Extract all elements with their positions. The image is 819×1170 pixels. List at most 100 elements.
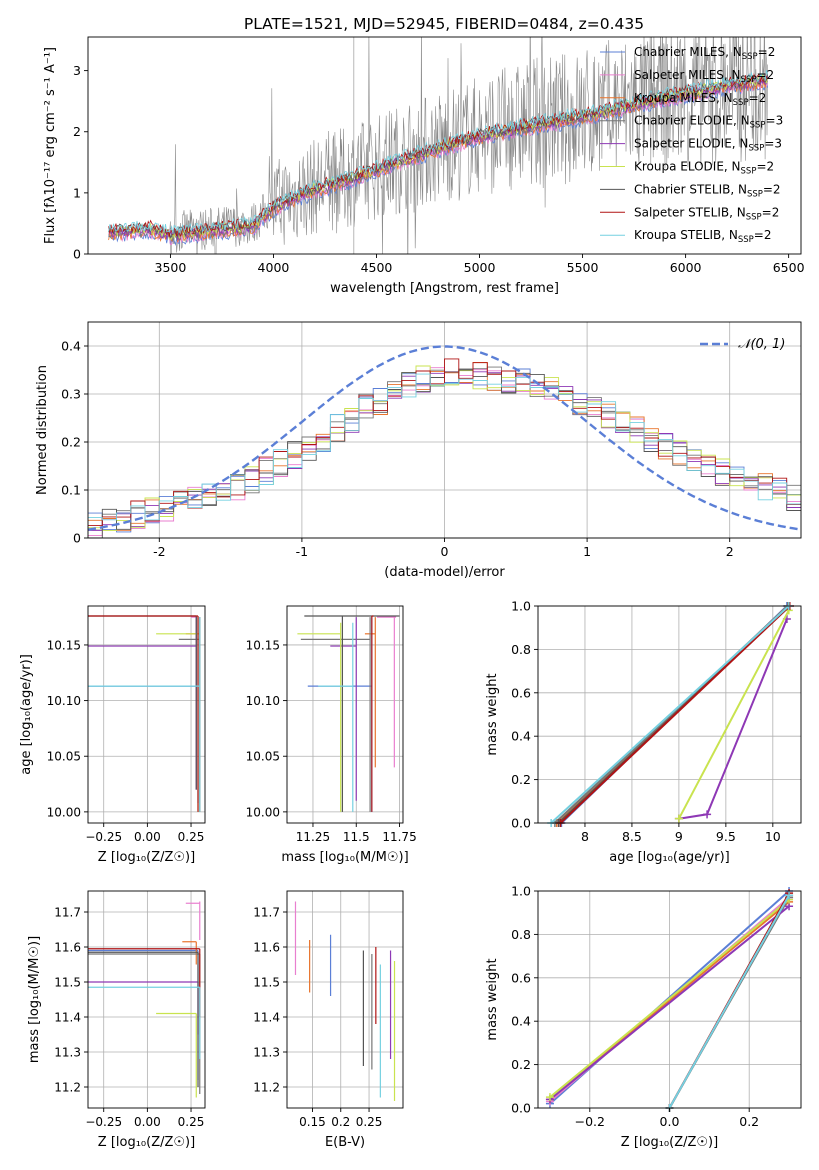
y-tick-label: 0.8: [511, 927, 531, 942]
x-axis-label: wavelength [Angstrom, rest frame]: [330, 281, 559, 296]
y-tick-label: 0.2: [511, 1057, 531, 1072]
y-tick-label: 10.15: [47, 638, 81, 652]
x-tick-label: 11.75: [382, 830, 416, 844]
y-axis-label: Flux [fλ10⁻¹⁷ erg cm⁻² s⁻¹ A⁻¹]: [43, 47, 58, 244]
x-tick-label: 11.5: [343, 830, 370, 844]
x-axis-label: (data-model)/error: [384, 565, 505, 580]
mass-vs-Z-frame: [87, 890, 206, 1109]
x-axis-label: Z [log₁₀(Z/Z☉)]: [98, 850, 195, 865]
spectrum-frame: [87, 36, 802, 255]
massweight-vs-age-frame-group: 8 8.5 9 9.5 10 0.0 0.2 0.4 0.6 0.8 1.0 age [log₁₀(a…: [485, 599, 802, 865]
data-point-kroupa-elodie: [545, 1093, 554, 1102]
x-tick-label: 0.00: [134, 1115, 161, 1129]
y-tick-label: 0.2: [61, 435, 81, 450]
y-tick-label: 10.10: [246, 694, 280, 708]
x-tick-label: 8.5: [622, 829, 642, 844]
x-tick-label: 0.15: [299, 1115, 326, 1129]
x-tick-label: 1: [583, 544, 591, 559]
y-tick-label: 0: [73, 531, 81, 546]
model-spectrum-kroupa-stelib: [108, 69, 768, 234]
y-tick-label: 11.4: [253, 1011, 280, 1025]
y-tick-label: 11.6: [253, 941, 280, 955]
y-tick-label: 10.05: [47, 750, 81, 764]
y-tick-label: 0.1: [61, 483, 81, 498]
legend-label: 𝒩(0, 1): [738, 337, 785, 352]
residuals-frame-group: -2 -1 0 1 2 0 0.1 0.2 0.3 0.4 (data-model)/error No…: [35, 321, 802, 580]
x-axis-label: age [log₁₀(age/yr)]: [609, 850, 730, 865]
x-tick-label: −0.2: [575, 1114, 605, 1129]
spectrum-legend: Chabrier MILES, NSSP=2 Salpeter MILES, NS…: [600, 45, 783, 245]
y-tick-label: 0.2: [511, 772, 531, 787]
y-tick-label: 11.7: [54, 906, 81, 920]
x-axis-label: Z [log₁₀(Z/Z☉)]: [98, 1135, 195, 1150]
x-tick-label: 5000: [464, 260, 496, 275]
x-tick-label: 0.25: [178, 830, 205, 844]
y-tick-label: 10.15: [246, 638, 280, 652]
mass-vs-ebv-frame-group: 0.15 0.2 0.25 11.2 11.3 11.4 11.5 11.6 11.7 E(B-V…: [253, 890, 404, 1150]
series-line-salpeter-stelib: [559, 605, 791, 824]
y-axis-label: mass weight: [485, 673, 500, 755]
spectrum-frame-group: 3500 4000 4500 5000 5500 6000 6500 0 1 2 3 waveleng…: [43, 36, 805, 296]
data-point-salpeter-elodie: [703, 810, 712, 819]
legend-label: Salpeter ELODIE, NSSP=3: [634, 137, 782, 154]
data-point-kroupa-elodie: [674, 814, 683, 823]
series-line-kroupa-stelib: [550, 605, 790, 824]
y-tick-label: 11.2: [253, 1081, 280, 1095]
y-tick-label: 0.4: [61, 339, 81, 354]
mass-vs-Z-axes: [88, 891, 205, 1108]
legend-label: Chabrier STELIB, NSSP=2: [634, 182, 781, 199]
residuals-plot-area: [88, 345, 801, 538]
observed-spectrum: [108, 37, 768, 254]
x-axis-label: E(B-V): [325, 1135, 365, 1150]
y-tick-label: 0.0: [511, 816, 531, 831]
data-point-kroupa-stelib: [785, 891, 794, 900]
x-tick-label: 6500: [773, 260, 805, 275]
x-tick-label: 0.25: [178, 1115, 205, 1129]
y-tick-label: 0.0: [511, 1101, 531, 1116]
age-vs-Z-frame: [87, 605, 206, 824]
x-tick-label: 8: [581, 829, 589, 844]
age-vs-Z-axes: [88, 606, 205, 823]
massweight-vs-age-plot-area: [547, 602, 794, 827]
x-tick-label: 4000: [258, 260, 290, 275]
y-tick-label: 10.05: [246, 750, 280, 764]
y-tick-label: 11.2: [54, 1081, 81, 1095]
x-tick-label: 0.2: [739, 1114, 759, 1129]
x-tick-label: -1: [296, 544, 308, 559]
y-tick-label: 11.5: [253, 976, 280, 990]
y-tick-label: 3: [73, 63, 81, 78]
y-axis-label: mass weight: [485, 958, 500, 1040]
series-line-kroupa-elodie: [549, 898, 790, 1098]
age-vs-mass-frame: [286, 605, 404, 824]
age-vs-mass-frame-group: 11.25 11.5 11.75 10.00 10.05 10.10 10.15 mass […: [246, 605, 417, 865]
x-axis-label: Z [log₁₀(Z/Z☉)]: [621, 1135, 718, 1150]
y-tick-label: 11.7: [253, 906, 280, 920]
mass-vs-Z-frame-group: −0.25 0.00 0.25 11.2 11.3 11.4 11.5 11.6 11.7 Z […: [27, 890, 206, 1150]
massweight-vs-age-frame: [537, 605, 802, 824]
x-tick-label: 10: [765, 829, 781, 844]
massweight-vs-Z-frame-group: −0.2 0.0 0.2 0.0 0.2 0.4 0.6 0.8 1.0 Z [log₁₀(Z/Z…: [485, 884, 802, 1150]
legend-label: Kroupa ELODIE, NSSP=2: [634, 160, 774, 177]
y-tick-label: 1: [73, 185, 81, 200]
massweight-vs-Z-plot-area: [545, 887, 794, 1112]
x-tick-label: -2: [153, 544, 165, 559]
series-line-kroupa-stelib: [668, 894, 790, 1109]
legend-label: Salpeter MILES, NSSP=2: [634, 68, 774, 85]
y-tick-label: 2: [73, 124, 81, 139]
x-tick-label: −0.25: [85, 1115, 122, 1129]
mass-vs-ebv-axes: [287, 891, 403, 1108]
histogram-salpeter-stelib: [88, 358, 801, 526]
y-tick-label: 11.4: [54, 1011, 81, 1025]
x-axis-label: mass [log₁₀(M/M☉)]: [281, 850, 408, 865]
x-tick-label: 2: [726, 544, 734, 559]
y-tick-label: 11.6: [54, 941, 81, 955]
y-axis-label: Normed distribution: [35, 365, 50, 495]
y-tick-label: 0.4: [511, 729, 531, 744]
y-tick-label: 1.0: [511, 599, 531, 614]
figure-title: PLATE=1521, MJD=52945, FIBERID=0484, z=0…: [244, 15, 644, 33]
y-tick-label: 0.8: [511, 642, 531, 657]
y-tick-label: 0.4: [511, 1014, 531, 1029]
x-tick-label: 3500: [155, 260, 187, 275]
y-tick-label: 10.10: [47, 694, 81, 708]
